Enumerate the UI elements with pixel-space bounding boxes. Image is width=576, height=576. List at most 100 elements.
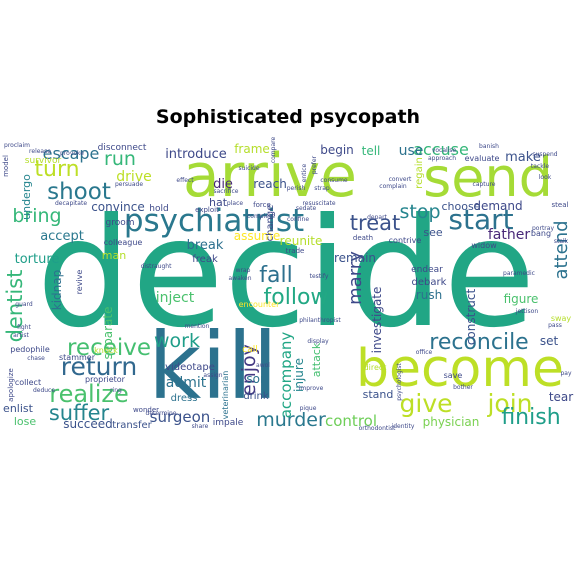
- word-surgeon: surgeon: [150, 408, 211, 426]
- word-reach: reach: [253, 177, 287, 191]
- word-prefer: prefer: [311, 155, 318, 174]
- word-reunite: reunite: [280, 234, 323, 248]
- word-father: father: [488, 227, 530, 243]
- word-construct: construct: [464, 289, 478, 346]
- word-apologize: apologize: [7, 368, 15, 402]
- word-assume: assume: [234, 229, 281, 243]
- word-psychologist: psychologist: [396, 363, 403, 401]
- word-release: release: [29, 148, 51, 155]
- word-injure: injure: [292, 358, 306, 392]
- word-freak: freak: [192, 254, 218, 265]
- word-sedate: sedate: [296, 205, 317, 212]
- word-testify: testify: [310, 273, 329, 280]
- word-murder: murder: [256, 409, 326, 431]
- word-decapitate: decapitate: [55, 200, 87, 207]
- word-lose: lose: [14, 415, 37, 428]
- word-colleague: colleague: [104, 238, 143, 247]
- word-die: die: [213, 177, 233, 192]
- word-work: work: [154, 330, 200, 352]
- word-share: share: [192, 423, 209, 430]
- word-begin: begin: [320, 143, 354, 157]
- word-knock: knock: [94, 346, 118, 355]
- word-drink: drink: [243, 391, 269, 402]
- word-display: display: [307, 338, 329, 345]
- word-pay: pay: [560, 370, 571, 377]
- word-fall: fall: [259, 263, 292, 288]
- word-determine: determine: [146, 410, 177, 417]
- word-send: send: [423, 146, 553, 209]
- word-admit: admit: [166, 375, 207, 391]
- word-assign: assign: [203, 372, 222, 379]
- word-distraught: distraught: [141, 263, 173, 270]
- word-enlist: enlist: [3, 402, 34, 415]
- word-survivor: survivor: [25, 156, 62, 166]
- word-start: start: [448, 203, 513, 236]
- word-change: change: [265, 205, 276, 242]
- word-join: join: [486, 389, 532, 418]
- word-reconcile: reconcile: [429, 330, 528, 355]
- word-veterinarian: veterinarian: [221, 371, 230, 420]
- word-strap: strap: [314, 185, 330, 192]
- word-convince: convince: [91, 200, 145, 214]
- word-debark: debark: [412, 277, 447, 288]
- word-philanthropist: philanthropist: [299, 317, 341, 324]
- word-arrive: arrive: [183, 141, 357, 211]
- word-artist: artist: [13, 332, 29, 339]
- word-save: save: [444, 371, 463, 380]
- word-shoot: shoot: [47, 179, 111, 205]
- word-approach: approach: [428, 155, 456, 162]
- word-complete: complete: [247, 213, 275, 220]
- word-hat: hat: [209, 196, 228, 209]
- word-psychiatrist: psychiatrist: [124, 203, 304, 239]
- word-accept: accept: [40, 229, 84, 244]
- word-enjoy: enjoy: [238, 344, 260, 396]
- word-look: look: [539, 174, 552, 181]
- word-give: give: [400, 389, 453, 418]
- word-stop: stop: [399, 201, 440, 223]
- word-stammer: stammer: [59, 353, 96, 362]
- word-investigate: investigate: [370, 287, 384, 354]
- word-trade: trade: [286, 247, 305, 255]
- word-drive: drive: [116, 169, 151, 185]
- word-disconnect: disconnect: [98, 143, 147, 153]
- word-transfer: transfer: [112, 420, 152, 431]
- word-turn: turn: [34, 157, 79, 182]
- word-ring: ring: [110, 387, 122, 394]
- word-orthodontist: orthodontist: [359, 425, 396, 432]
- word-treat: treat: [350, 211, 400, 235]
- word-run: run: [104, 148, 136, 170]
- word-chase: chase: [27, 355, 45, 362]
- word-realize: realize: [49, 380, 129, 408]
- word-videotape: videotape: [165, 362, 215, 373]
- word-proclaim: proclaim: [4, 142, 30, 149]
- word-return: return: [61, 352, 137, 381]
- word-call: call: [242, 345, 257, 355]
- word-escape: escape: [43, 144, 100, 163]
- word-set: set: [540, 334, 559, 348]
- word-persuade: persuade: [115, 181, 143, 188]
- word-bring: bring: [12, 205, 61, 227]
- word-entice: entice: [301, 163, 308, 182]
- word-consume: consume: [320, 177, 348, 184]
- word-portray: portray: [532, 225, 554, 232]
- word-frame: frame: [234, 142, 270, 156]
- word-stand: stand: [363, 388, 394, 401]
- word-force: force: [253, 201, 271, 209]
- word-groom: groom: [106, 218, 135, 228]
- word-perish: perish: [287, 185, 306, 192]
- word-bother: bother: [453, 384, 473, 391]
- word-exploit: exploit: [195, 206, 219, 214]
- word-make: make: [505, 150, 541, 165]
- word-introduce: introduce: [165, 147, 227, 162]
- word-demand: demand: [473, 199, 522, 213]
- word-depart: depart: [367, 214, 387, 221]
- word-paramedic: paramedic: [503, 270, 535, 277]
- word-jettison: jettison: [515, 308, 539, 315]
- word-effect: effect: [176, 177, 194, 184]
- word-sacrifice: sacrifice: [213, 188, 238, 195]
- word-use: use: [399, 143, 424, 159]
- word-steal: steal: [552, 201, 569, 209]
- word-collect: collect: [15, 378, 41, 387]
- word-see: see: [423, 226, 442, 239]
